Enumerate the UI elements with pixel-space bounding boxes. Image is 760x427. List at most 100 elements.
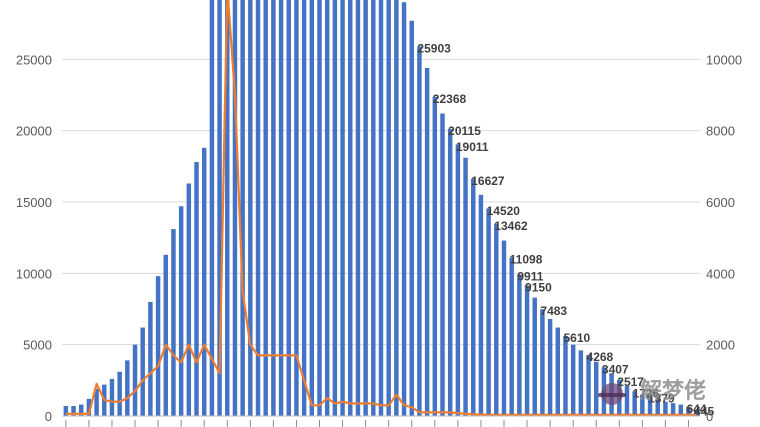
bar — [632, 391, 637, 416]
right-axis: 0 2000 4000 6000 8000 10000 — [706, 52, 742, 424]
bar — [117, 371, 122, 416]
bar — [125, 360, 130, 416]
bar — [286, 0, 291, 416]
line-series — [65, 0, 697, 416]
bar — [547, 318, 553, 416]
bar-series — [63, 0, 699, 417]
bar — [640, 394, 645, 416]
bar — [524, 285, 530, 416]
bar — [440, 113, 445, 417]
bar — [401, 2, 407, 417]
bar — [201, 147, 207, 416]
bar — [532, 297, 537, 416]
right-tick-label: 0 — [706, 409, 713, 424]
bar — [409, 20, 414, 417]
bar — [309, 0, 315, 416]
bar — [348, 0, 353, 416]
data-label: 1726 — [633, 386, 660, 400]
bar — [478, 194, 484, 416]
bar — [278, 0, 284, 416]
bar — [624, 386, 630, 416]
bar — [501, 240, 507, 416]
bar — [248, 0, 253, 416]
bar — [378, 0, 384, 416]
bar — [217, 0, 222, 416]
bar — [240, 0, 245, 416]
data-label: 22368 — [433, 92, 467, 106]
bar — [324, 0, 330, 416]
bar — [63, 406, 69, 416]
bar — [148, 301, 153, 416]
right-tick-label: 4000 — [706, 266, 735, 281]
bar — [178, 206, 184, 416]
data-label: 13462 — [494, 219, 528, 233]
bar — [494, 223, 499, 416]
bar — [463, 157, 468, 417]
bar — [686, 406, 691, 416]
bar — [186, 183, 192, 416]
x-axis — [62, 415, 700, 427]
bar — [294, 0, 299, 416]
bar — [471, 178, 476, 416]
watermark: 解梦佬 — [598, 378, 706, 405]
bar — [540, 309, 545, 416]
bar — [363, 0, 368, 416]
left-tick-label: 20000 — [16, 124, 52, 139]
right-tick-label: 10000 — [706, 52, 742, 67]
bar — [670, 403, 676, 416]
bar — [417, 46, 422, 417]
left-tick-label: 25000 — [16, 52, 52, 67]
data-label: 3407 — [602, 362, 629, 376]
bar — [555, 327, 561, 416]
bar — [340, 0, 345, 416]
data-label: 1379 — [648, 391, 675, 405]
data-label: 19011 — [456, 140, 489, 154]
bar — [570, 344, 576, 416]
bar — [271, 0, 276, 416]
bar — [194, 162, 199, 416]
left-tick-label: 0 — [45, 409, 52, 424]
bar — [663, 401, 668, 416]
bar — [432, 96, 438, 416]
bar — [593, 361, 599, 416]
line-path — [65, 0, 697, 416]
watermark-text: 解梦佬 — [640, 378, 706, 404]
bar — [132, 344, 138, 416]
bar — [255, 0, 261, 416]
data-label: 5610 — [563, 331, 590, 345]
data-label: 4268 — [587, 350, 614, 364]
data-label: 2517 — [617, 375, 644, 389]
right-tick-label: 6000 — [706, 195, 735, 210]
data-label: 9911 — [517, 270, 543, 284]
bar — [140, 327, 145, 416]
bar — [171, 229, 176, 416]
bar — [301, 0, 307, 416]
bar — [693, 409, 699, 416]
data-label: 644 — [686, 402, 706, 416]
bar — [509, 257, 514, 416]
bar — [355, 0, 361, 416]
bar — [447, 129, 453, 416]
left-tick-label: 15000 — [16, 195, 52, 210]
bar — [317, 0, 322, 416]
bar — [486, 208, 491, 416]
left-tick-label: 10000 — [16, 266, 52, 281]
right-tick-label: 8000 — [706, 124, 735, 139]
bar — [332, 0, 338, 416]
bar — [586, 355, 591, 416]
bar — [225, 0, 230, 416]
data-label: 445 — [694, 405, 714, 419]
bar — [109, 378, 115, 416]
data-label: 11098 — [510, 253, 543, 267]
bar — [424, 67, 430, 416]
bar — [455, 144, 461, 416]
bar — [655, 398, 660, 416]
bar — [263, 0, 268, 416]
bar — [86, 398, 92, 416]
bar — [94, 388, 99, 416]
left-tick-label: 5000 — [23, 338, 52, 353]
data-label: 25903 — [417, 41, 451, 55]
bar — [209, 0, 215, 416]
